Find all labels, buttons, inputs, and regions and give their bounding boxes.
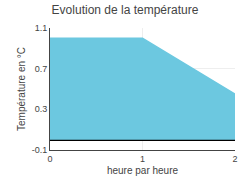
svg-text:1: 1 [140, 154, 145, 164]
svg-text:1.1: 1.1 [35, 23, 48, 33]
svg-text:2: 2 [232, 154, 237, 164]
svg-text:Evolution de la température: Evolution de la température [52, 3, 199, 17]
svg-text:-0.1: -0.1 [32, 145, 48, 155]
svg-text:0.3: 0.3 [35, 104, 48, 114]
svg-text:Température en °C: Température en °C [16, 47, 27, 131]
svg-text:0.7: 0.7 [35, 64, 48, 74]
svg-text:0: 0 [47, 154, 52, 164]
svg-text:heure par heure: heure par heure [107, 165, 179, 176]
